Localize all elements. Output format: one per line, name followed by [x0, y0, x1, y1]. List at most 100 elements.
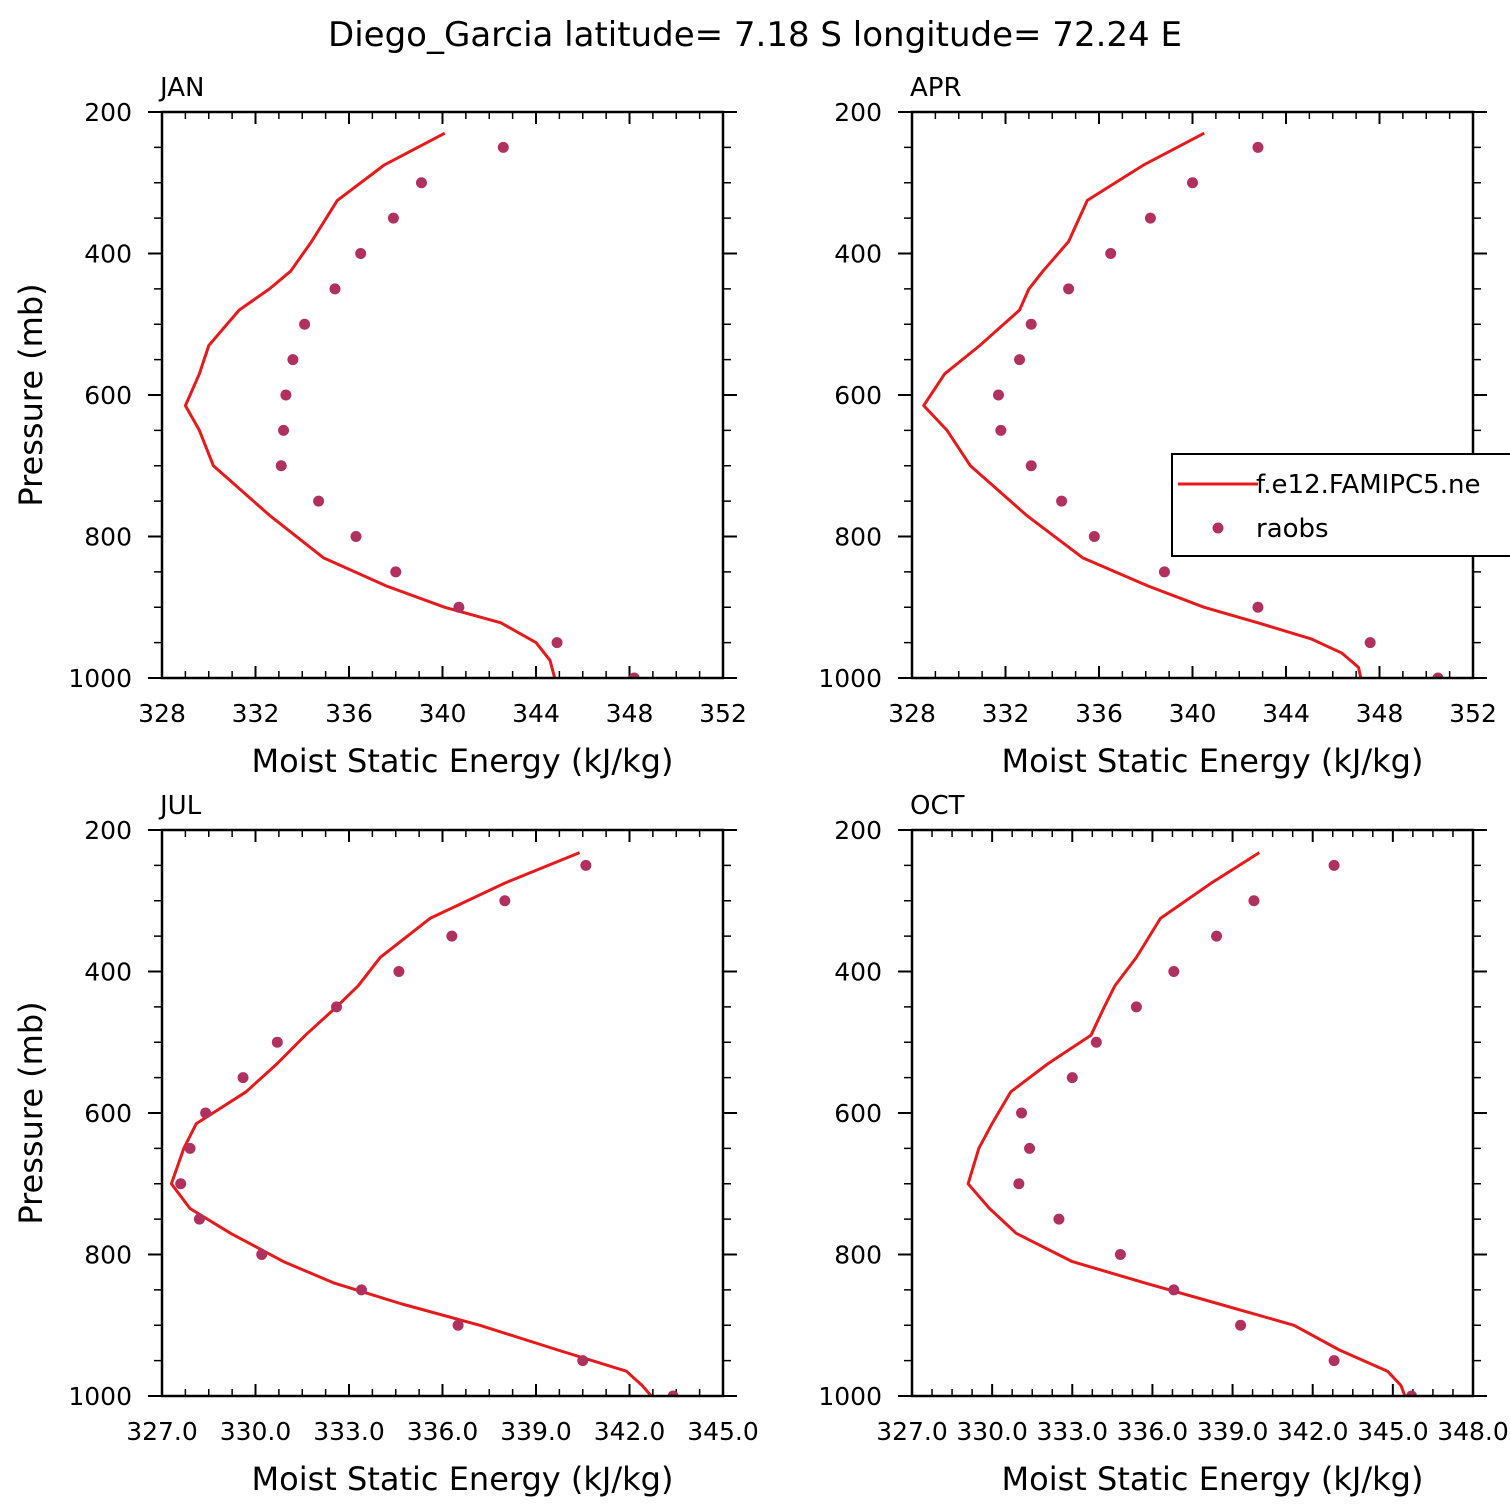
x-tick-label: 342.0: [1277, 1417, 1349, 1446]
obs-point: [1114, 1249, 1126, 1260]
obs-point: [1252, 141, 1264, 153]
obs-point: [1252, 601, 1264, 613]
y-tick-label: 400: [84, 958, 132, 987]
y-tick-label: 600: [834, 1099, 882, 1128]
obs-point: [1066, 1072, 1078, 1084]
x-tick-label: 340: [419, 699, 467, 728]
obs-point: [446, 930, 458, 942]
y-tick-label: 200: [84, 98, 132, 127]
plot-frame: [160, 110, 725, 680]
obs-point: [387, 212, 399, 224]
plot-frame: [910, 110, 1475, 680]
obs-point: [1130, 1001, 1142, 1013]
x-axis-label: Moist Static Energy (kJ/kg): [252, 742, 674, 780]
obs-point: [1144, 212, 1156, 224]
obs-point: [499, 895, 511, 907]
y-tick-label: 600: [84, 381, 132, 410]
obs-point: [355, 1284, 367, 1296]
obs-point: [355, 248, 367, 259]
obs-point: [393, 966, 405, 977]
y-tick-label: 600: [834, 381, 882, 410]
panel-apr: APR 328 332 336 340 344 348 352 200 400 600 800 1000…: [818, 73, 1496, 780]
obs-point: [1088, 531, 1100, 542]
x-tick-label: 332: [982, 699, 1030, 728]
panel-label: APR: [910, 73, 962, 103]
obs-point: [200, 1107, 212, 1119]
y-axis-label: Pressure (mb): [12, 283, 50, 506]
y-tick-label: 400: [84, 240, 132, 269]
obs-point: [278, 424, 290, 436]
legend-entry-label: f.e12.FAMIPC5.ne: [1256, 470, 1480, 500]
obs-point: [1024, 1142, 1036, 1154]
obs-point: [577, 1355, 589, 1367]
obs-point: [329, 283, 341, 295]
obs-point: [1016, 1107, 1028, 1119]
obs-point: [1432, 672, 1444, 678]
x-tick-label: 328: [138, 699, 186, 728]
y-tick-label: 1000: [68, 664, 132, 693]
obs-point: [452, 1319, 464, 1331]
x-tick-label: 345.0: [1357, 1417, 1429, 1446]
panel-jan: JAN 328 332 336 340 344 348 352 200 400 600 800 1000…: [12, 73, 747, 780]
x-tick-label: 352: [1449, 699, 1497, 728]
panel-jul: JUL 327.0 330.0 333.0 336.0 339.0 342.0 345.0 20…: [12, 791, 759, 1498]
plot-area: [183, 131, 640, 678]
obs-point: [271, 1036, 283, 1048]
x-tick-label: 333.0: [313, 1417, 385, 1446]
panel-label: OCT: [910, 791, 965, 821]
x-tick-label: 330.0: [956, 1417, 1028, 1446]
obs-point: [1013, 1178, 1025, 1190]
obs-point: [1328, 859, 1340, 871]
x-axis-label: Moist Static Energy (kJ/kg): [252, 1460, 674, 1498]
figure-title: Diego_Garcia latitude= 7.18 S longitude=…: [328, 15, 1182, 55]
obs-point: [995, 424, 1007, 436]
obs-point: [1168, 1284, 1180, 1296]
obs-point: [237, 1072, 249, 1084]
obs-point: [1364, 637, 1376, 649]
panel-label: JUL: [158, 791, 202, 821]
obs-point: [1328, 1355, 1340, 1367]
obs-point: [497, 141, 509, 153]
model-series-line: [922, 131, 1363, 678]
plot-area: [169, 851, 679, 1396]
obs-point: [1056, 495, 1068, 507]
y-tick-label: 1000: [818, 664, 882, 693]
obs-point: [184, 1142, 196, 1154]
y-tick-label: 200: [84, 816, 132, 845]
obs-point: [280, 389, 292, 401]
x-tick-label: 333.0: [1036, 1417, 1108, 1446]
obs-point: [1235, 1319, 1247, 1331]
y-tick-label: 200: [834, 98, 882, 127]
x-tick-label: 327.0: [876, 1417, 948, 1446]
y-tick-label: 1000: [818, 1382, 882, 1411]
obs-point: [628, 672, 640, 678]
obs-point: [390, 566, 402, 578]
x-tick-label: 345.0: [687, 1417, 759, 1446]
panel-oct: OCT 327.0 330.0 333.0 336.0 339.0 342.0 345.0 34…: [818, 791, 1508, 1498]
x-tick-label: 327.0: [126, 1417, 198, 1446]
obs-point: [1025, 318, 1037, 330]
panels: JAN 328 332 336 340 344 348 352 200 400 600 800 1000…: [12, 73, 1509, 1498]
obs-point: [1158, 566, 1170, 578]
x-tick-label: 344: [1262, 699, 1310, 728]
obs-point: [580, 859, 592, 871]
x-tick-label: 348: [1356, 699, 1404, 728]
legend-entry-label: raobs: [1256, 514, 1329, 544]
y-tick-label: 600: [84, 1099, 132, 1128]
obs-point: [193, 1213, 205, 1225]
panel-label: JAN: [158, 73, 204, 103]
obs-point: [551, 637, 563, 649]
x-tick-label: 348.0: [1437, 1417, 1509, 1446]
x-tick-label: 340: [1169, 699, 1217, 728]
y-tick-label: 800: [84, 523, 132, 552]
obs-point: [1406, 1390, 1418, 1396]
x-tick-label: 339.0: [500, 1417, 572, 1446]
model-series-line: [183, 131, 557, 678]
x-tick-label: 336.0: [1117, 1417, 1189, 1446]
x-tick-label: 342.0: [594, 1417, 666, 1446]
obs-point: [313, 495, 325, 507]
x-tick-label: 332: [232, 699, 280, 728]
y-tick-label: 200: [834, 816, 882, 845]
obs-point: [1211, 930, 1223, 942]
x-tick-label: 330.0: [220, 1417, 292, 1446]
